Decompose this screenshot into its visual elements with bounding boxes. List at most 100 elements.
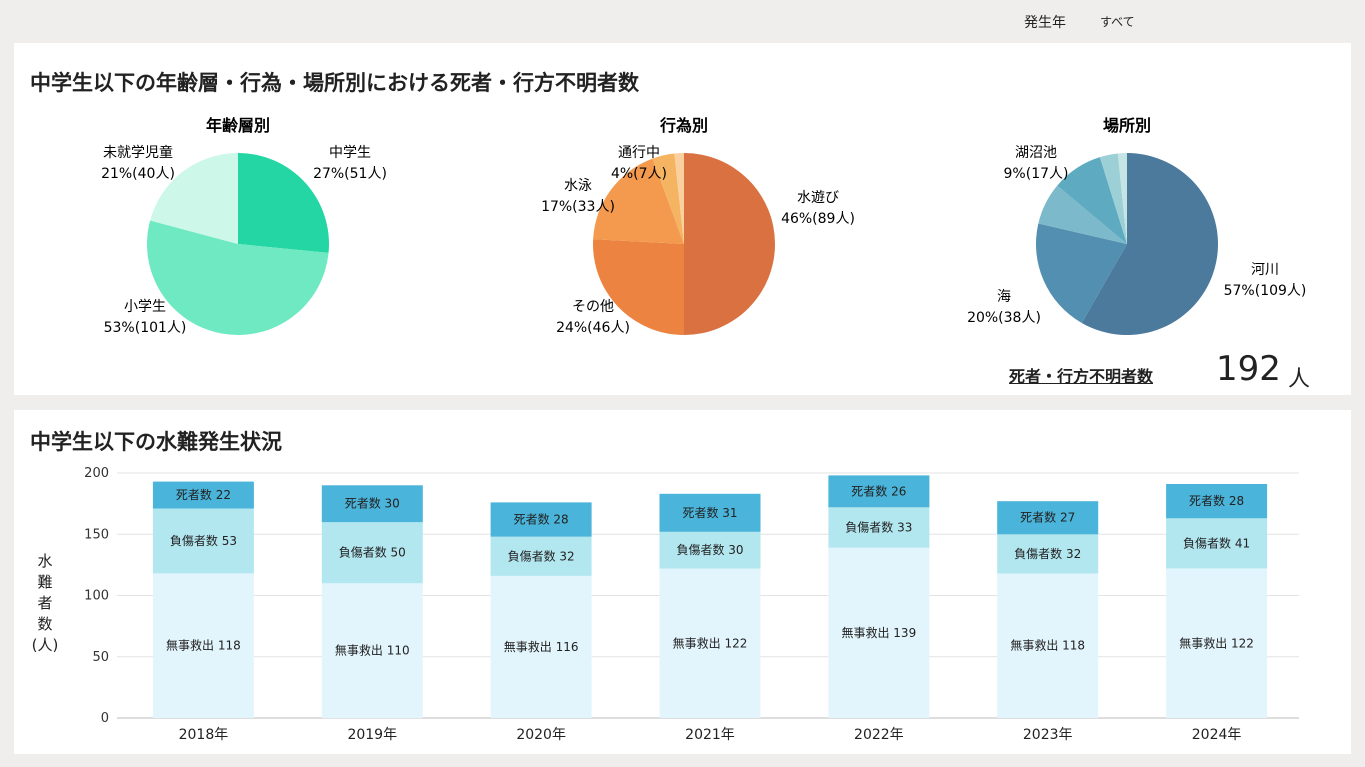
year-filter-label: 発生年 bbox=[1024, 15, 1066, 31]
bar-data-label: 無事救出 139 bbox=[841, 625, 916, 640]
bar-data-label: 無事救出 122 bbox=[673, 635, 748, 650]
bar-segment[interactable] bbox=[659, 493, 761, 532]
bar-segment[interactable] bbox=[1166, 518, 1268, 569]
pie-slice-value: 53%(101人) bbox=[104, 320, 187, 336]
bar-data-label: 無事救出 122 bbox=[1179, 635, 1254, 650]
trend-title: 中学生以下の水難発生状況 bbox=[30, 430, 282, 454]
bar-data-label: 死者数 22 bbox=[176, 487, 231, 502]
pie-slice[interactable] bbox=[150, 153, 238, 244]
bar-data-label: 無事救出 116 bbox=[504, 639, 579, 654]
pie-slice-label: 通行中 bbox=[618, 145, 660, 161]
x-tick-label: 2021年 bbox=[685, 727, 735, 743]
bar-segment[interactable] bbox=[659, 568, 761, 718]
bar-data-label: 無事救出 110 bbox=[335, 643, 410, 658]
y-tick-label: 0 bbox=[101, 711, 109, 726]
bar-segment[interactable] bbox=[659, 531, 761, 569]
pie-slice-label: 水泳 bbox=[564, 178, 592, 194]
bar-segment[interactable] bbox=[321, 522, 423, 584]
pie-slice[interactable] bbox=[146, 220, 329, 336]
bar-segment[interactable] bbox=[152, 481, 254, 509]
total-value: 192 bbox=[1216, 349, 1281, 389]
trend-panel: 中学生以下の水難発生状況 0 50 100 150 200 水難者数(人) 無事救出 118… bbox=[14, 410, 1351, 754]
x-tick-label: 2020年 bbox=[516, 727, 566, 743]
bar-segment[interactable] bbox=[1166, 568, 1268, 718]
pie-slice[interactable] bbox=[1057, 157, 1127, 244]
pie-title: 行為別 bbox=[659, 116, 708, 135]
pie-slice-label: その他 bbox=[572, 299, 614, 315]
bar-segment[interactable] bbox=[997, 534, 1099, 574]
bar-data-label: 負傷者数 32 bbox=[508, 548, 575, 563]
total-label: 死者・行方不明者数 bbox=[1009, 367, 1154, 386]
year-filter-value[interactable]: すべて bbox=[1100, 15, 1135, 29]
pie-slice[interactable] bbox=[593, 158, 684, 244]
x-tick-label: 2019年 bbox=[347, 727, 397, 743]
breakdown-panel: 中学生以下の年齢層・行為・場所別における死者・行方不明者数 年齢層別中学生 27%… bbox=[14, 43, 1351, 395]
bar-segment[interactable] bbox=[828, 507, 930, 548]
pie-slice[interactable] bbox=[1117, 153, 1127, 244]
bar-segment[interactable] bbox=[828, 547, 930, 718]
bar-segment[interactable] bbox=[490, 502, 592, 537]
pie-slice-value: 4%(7人) bbox=[611, 166, 667, 182]
pie-slice[interactable] bbox=[593, 239, 684, 335]
pie-slice[interactable] bbox=[1081, 153, 1218, 335]
pie-slice-value: 57%(109人) bbox=[1224, 283, 1307, 299]
bar-segment[interactable] bbox=[490, 536, 592, 576]
pie-slice-value: 24%(46人) bbox=[556, 320, 630, 336]
y-tick-label: 100 bbox=[84, 589, 109, 604]
bar-data-label: 負傷者数 41 bbox=[1183, 535, 1250, 550]
x-tick-label: 2022年 bbox=[854, 727, 904, 743]
pie-slice-label: 中学生 bbox=[329, 145, 371, 161]
pie-slice-label: 河川 bbox=[1251, 262, 1279, 278]
pie-slice-label: 未就学児童 bbox=[103, 144, 173, 161]
pie-slice-value: 46%(89人) bbox=[781, 211, 855, 227]
y-tick-label: 150 bbox=[84, 527, 109, 542]
pie-slice-value: 9%(17人) bbox=[1004, 166, 1069, 182]
bar-segment[interactable] bbox=[152, 508, 254, 574]
x-tick-label: 2024年 bbox=[1192, 727, 1242, 743]
pie-slice-value: 21%(40人) bbox=[101, 166, 175, 182]
pie-title: 年齢層別 bbox=[206, 116, 270, 135]
bar-data-label: 死者数 28 bbox=[514, 512, 569, 527]
bar-data-label: 死者数 28 bbox=[1189, 493, 1244, 508]
bar-segment[interactable] bbox=[997, 573, 1099, 719]
year-filter[interactable]: 発生年 すべて bbox=[1024, 12, 1135, 32]
pie-slice-label: 湖沼池 bbox=[1015, 145, 1057, 161]
bar-segment[interactable] bbox=[321, 485, 423, 523]
total-unit: 人 bbox=[1288, 367, 1311, 392]
pie-slice[interactable] bbox=[1099, 153, 1127, 244]
bar-data-label: 負傷者数 33 bbox=[845, 520, 912, 535]
bar-data-label: 負傷者数 53 bbox=[170, 533, 237, 548]
pie-slice-value: 17%(33人) bbox=[541, 199, 615, 215]
pie-slice-label: 海 bbox=[997, 289, 1011, 305]
bar-segment[interactable] bbox=[997, 501, 1099, 535]
pie-slice[interactable] bbox=[1038, 185, 1127, 244]
bar-segment[interactable] bbox=[490, 575, 592, 718]
pie-slice[interactable] bbox=[684, 153, 775, 335]
y-axis-title: 水難者数(人) bbox=[32, 552, 59, 654]
pie-slice-value: 27%(51人) bbox=[313, 166, 387, 182]
bar-data-label: 無事救出 118 bbox=[1010, 638, 1085, 653]
bar-data-label: 死者数 30 bbox=[345, 496, 400, 511]
pie-slice[interactable] bbox=[652, 153, 684, 244]
bar-data-label: 死者数 26 bbox=[851, 483, 906, 498]
bar-data-label: 死者数 31 bbox=[682, 505, 737, 520]
breakdown-title: 中学生以下の年齢層・行為・場所別における死者・行方不明者数 bbox=[30, 71, 639, 95]
y-tick-label: 50 bbox=[92, 650, 109, 665]
bar-segment[interactable] bbox=[1166, 484, 1268, 519]
x-tick-label: 2023年 bbox=[1023, 727, 1073, 743]
pie-slice[interactable] bbox=[1035, 223, 1127, 323]
bar-segment[interactable] bbox=[321, 583, 423, 719]
pie-slice-label: 小学生 bbox=[124, 299, 166, 315]
bar-data-label: 負傷者数 32 bbox=[1014, 546, 1081, 561]
bar-data-label: 負傷者数 50 bbox=[339, 545, 406, 560]
bar-segment[interactable] bbox=[152, 573, 254, 719]
y-tick-label: 200 bbox=[84, 466, 109, 481]
pie-slice-label: 水遊び bbox=[797, 190, 839, 206]
stacked-bar-chart: 0 50 100 150 200 水難者数(人) 無事救出 118 負傷者数 53 死者数 22… bbox=[32, 466, 1299, 743]
pie-slice[interactable] bbox=[674, 153, 684, 244]
pie-slice-value: 20%(38人) bbox=[967, 310, 1041, 326]
pie-slice[interactable] bbox=[238, 153, 329, 253]
pie-title: 場所別 bbox=[1103, 116, 1151, 135]
bar-segment[interactable] bbox=[828, 475, 930, 508]
